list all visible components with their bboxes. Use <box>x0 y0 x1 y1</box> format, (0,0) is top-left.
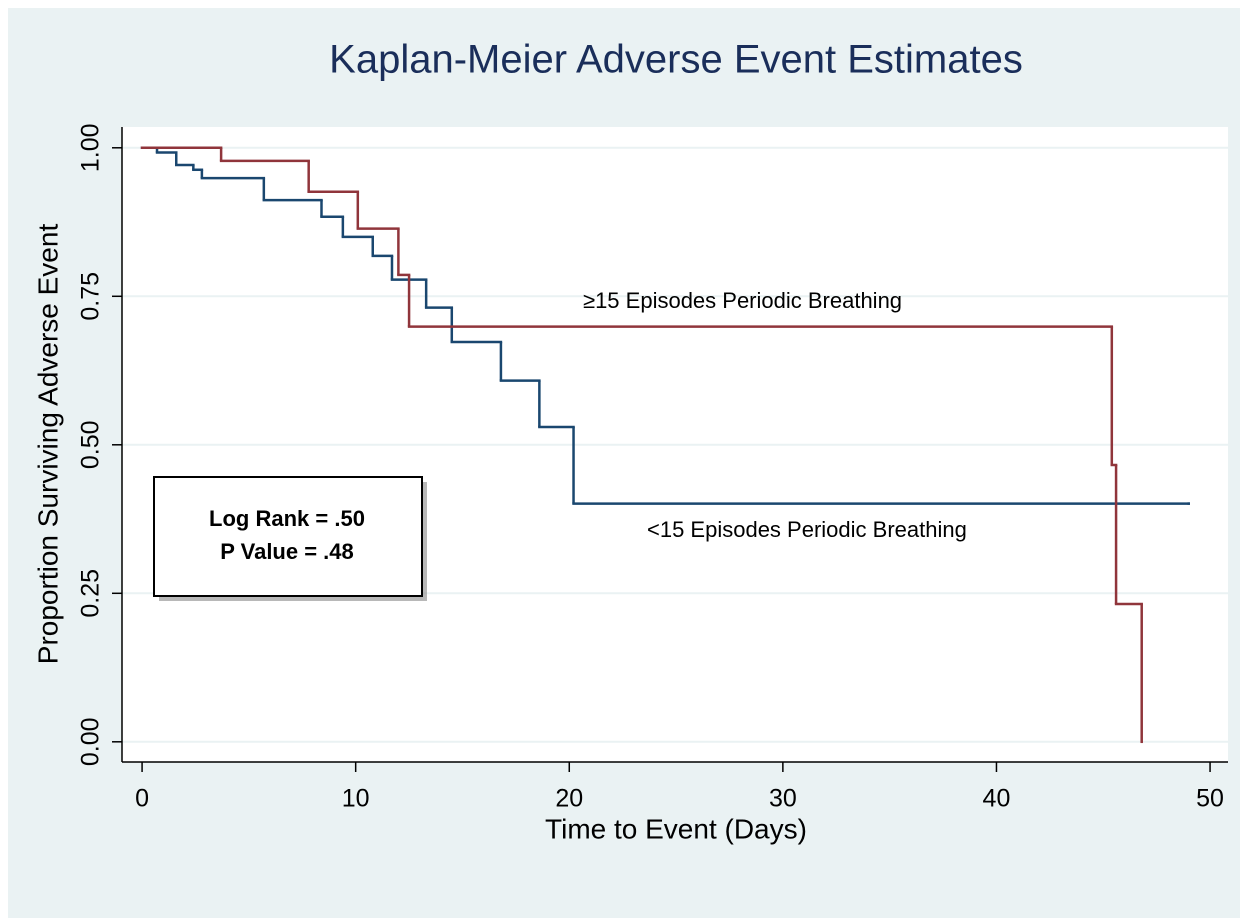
y-tick-label: 0.25 <box>77 569 105 618</box>
series-label: <15 Episodes Periodic Breathing <box>647 517 967 542</box>
y-axis-label: Proportion Surviving Adverse Event <box>32 224 63 665</box>
x-tick-label: 40 <box>983 785 1011 813</box>
x-tick-label: 30 <box>769 785 797 813</box>
annotation-box <box>153 476 423 597</box>
x-axis-label: Time to Event (Days) <box>545 813 807 844</box>
y-tick-label: 0.00 <box>77 717 105 766</box>
y-tick-label: 0.50 <box>77 420 105 469</box>
series-label: ≥15 Episodes Periodic Breathing <box>583 288 902 313</box>
x-tick-label: 0 <box>135 785 149 813</box>
y-tick-label: 0.75 <box>77 272 105 321</box>
annotation: Log Rank = .50 <box>209 506 365 531</box>
annotation: P Value = .48 <box>220 539 354 564</box>
x-tick-label: 10 <box>342 785 370 813</box>
y-tick-label: 1.00 <box>77 123 105 172</box>
x-tick-label: 50 <box>1196 785 1224 813</box>
chart-title: Kaplan-Meier Adverse Event Estimates <box>329 38 1023 82</box>
x-tick-label: 20 <box>555 785 583 813</box>
